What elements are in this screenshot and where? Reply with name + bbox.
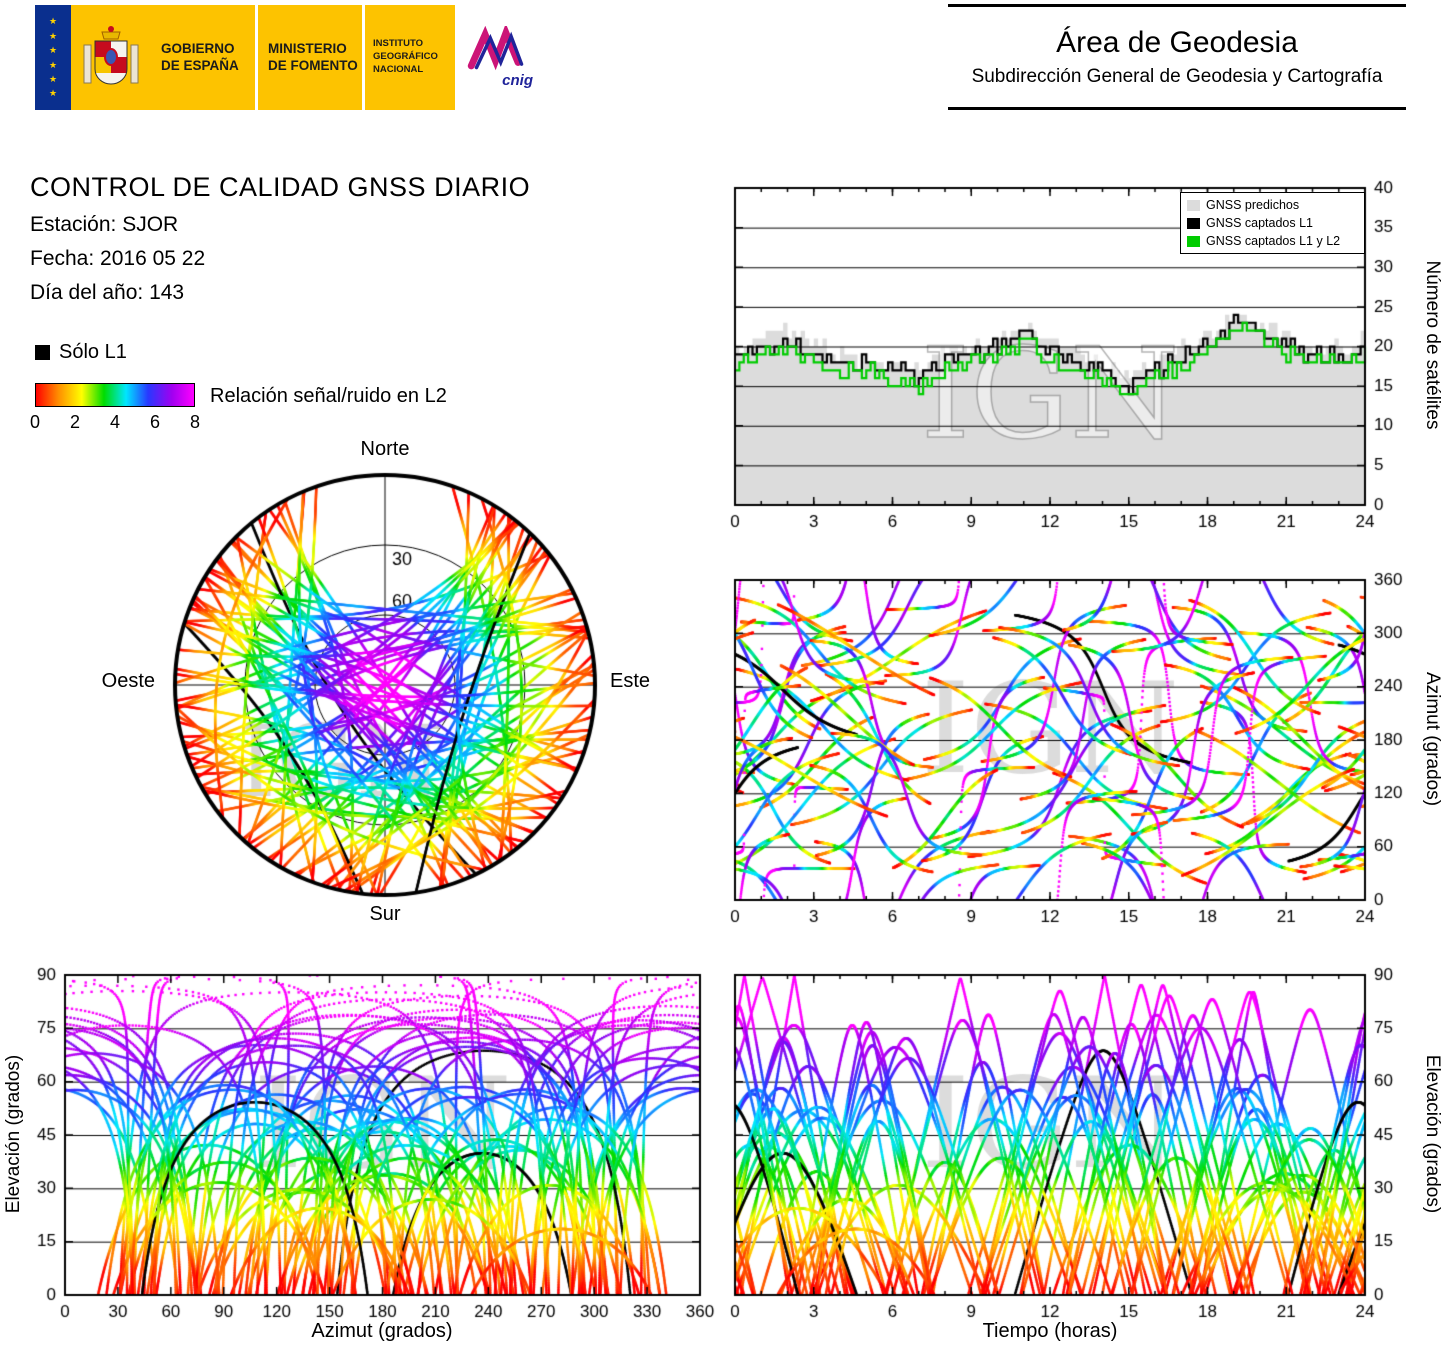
doy-line: Día del año: 143 [30, 281, 185, 304]
legend-row-predichos: GNSS predichos [1187, 196, 1358, 214]
government-logo-banner: ★ ★ ★ ★ ★ ★ [35, 5, 455, 110]
colorbar-tick: 2 [69, 412, 81, 432]
captados-l1-label: GNSS captados L1 [1206, 216, 1314, 230]
black-square-icon [35, 345, 50, 360]
captados-l1l2-swatch-icon [1187, 235, 1200, 247]
ministerio-label: MINISTERIO DE FOMENTO [258, 5, 362, 110]
cnig-brush-icon [467, 26, 524, 71]
elevation-azimuth-chart [20, 963, 745, 1340]
cnig-logo: cnig [455, 5, 543, 110]
captados-l1-swatch-icon [1187, 217, 1200, 229]
date-line: Fecha: 2016 05 22 [30, 247, 206, 270]
satcount-legend: GNSS predichos GNSS captados L1 GNSS cap… [1180, 192, 1365, 254]
star-icon: ★ [48, 30, 58, 41]
skyplot-canvas [165, 465, 605, 905]
gobierno-line1: GOBIERNO [161, 40, 235, 56]
ign-line1: INSTITUTO [373, 38, 423, 50]
eltime-ylabel: Elevación (grados) [1422, 1054, 1443, 1214]
cnig-wordmark: cnig [502, 72, 533, 89]
elevation-time-chart [690, 963, 1410, 1340]
skyplot-south-label: Sur [369, 903, 401, 925]
colorbar-label: Relación señal/ruido en L2 [210, 385, 447, 407]
eu-stars-strip: ★ ★ ★ ★ ★ ★ [35, 5, 71, 110]
skyplot-north-label: Norte [360, 438, 410, 460]
star-icon: ★ [48, 16, 58, 27]
captados-l1l2-label: GNSS captados L1 y L2 [1206, 234, 1341, 248]
snr-colorbar [35, 383, 195, 407]
satcount-ylabel: Número de satélites [1422, 260, 1443, 430]
page-title: CONTROL DE CALIDAD GNSS DIARIO [30, 172, 531, 202]
star-icon: ★ [48, 73, 58, 84]
skyplot-east-label: Este [610, 670, 651, 692]
colorbar-tick: 0 [29, 412, 41, 432]
ministerio-line2: DE FOMENTO [268, 57, 358, 73]
colorbar-tick: 6 [149, 412, 161, 432]
predichos-label: GNSS predichos [1206, 198, 1300, 212]
azimuth-time-chart [690, 568, 1410, 945]
elaz-xlabel: Azimut (grados) [311, 1320, 453, 1342]
star-icon: ★ [48, 59, 58, 70]
gobierno-line2: DE ESPAÑA [161, 57, 239, 73]
ign-line2: GEOGRÁFICO [373, 51, 438, 63]
legend-row-captados-l1l2: GNSS captados L1 y L2 [1187, 232, 1358, 250]
elaz-ylabel: Elevación (grados) [3, 1054, 24, 1214]
legend-row-captados-l1: GNSS captados L1 [1187, 214, 1358, 232]
area-title: Área de Geodesia [1056, 26, 1298, 59]
spain-coat-of-arms-icon [71, 5, 151, 110]
banner-separator [255, 5, 258, 110]
azimuth-ylabel: Azimut (grados) [1422, 671, 1443, 807]
l1-only-legend: Sólo L1 [35, 341, 127, 364]
station-line: Estación: SJOR [30, 213, 179, 236]
l1-only-label: Sólo L1 [59, 341, 127, 363]
area-subtitle: Subdirección General de Geodesia y Carto… [971, 66, 1383, 87]
banner-separator [362, 5, 365, 110]
ign-label: INSTITUTO GEOGRÁFICO NACIONAL [365, 5, 455, 110]
ministerio-line1: MINISTERIO [268, 40, 347, 56]
area-header: Área de Geodesia Subdirección General de… [948, 4, 1406, 110]
star-icon: ★ [48, 88, 58, 99]
skyplot-west-label: Oeste [101, 670, 155, 692]
eltime-xlabel: Tiempo (horas) [982, 1320, 1118, 1342]
star-icon: ★ [48, 45, 58, 56]
colorbar-tick: 8 [189, 412, 201, 432]
colorbar-tick: 4 [109, 412, 121, 432]
predichos-swatch-icon [1187, 199, 1200, 211]
colorbar-tick-labels: 0 2 4 6 8 [30, 412, 200, 434]
ign-line3: NACIONAL [373, 63, 424, 75]
gobierno-label: GOBIERNO DE ESPAÑA [151, 5, 255, 110]
